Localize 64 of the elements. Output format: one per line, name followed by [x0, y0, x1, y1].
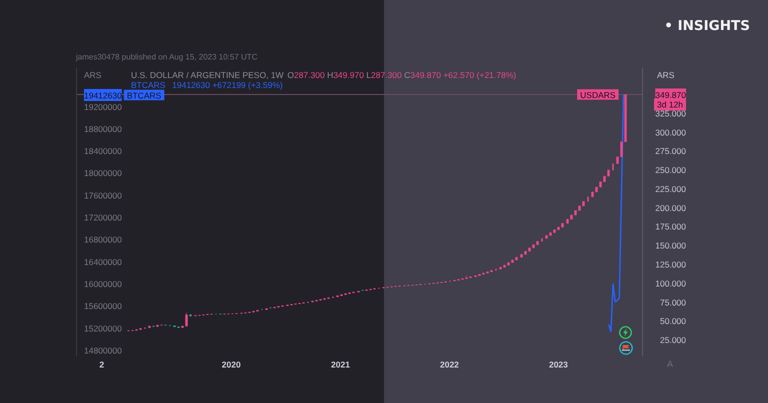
x-tick-label: 2020: [222, 360, 241, 370]
candlestick: [507, 262, 510, 266]
x-tick-label: 2: [99, 360, 104, 370]
candlestick: [189, 314, 192, 318]
candlestick: [148, 325, 151, 328]
y2-tick-label: 325.000: [655, 108, 686, 118]
y-tick-label: 18000000: [84, 168, 122, 178]
y-tick-label: 16400000: [84, 256, 122, 267]
candlestick: [549, 232, 552, 236]
y-tick-label: 17600000: [84, 190, 122, 200]
candlestick: [524, 250, 527, 255]
candlestick: [532, 244, 535, 248]
y2-tick-label: 125.000: [655, 260, 686, 270]
annotation: 19412630 +672199 (+3.59%): [172, 80, 283, 90]
candlestick: [520, 254, 523, 258]
y-tick-label: 14800000: [84, 345, 122, 356]
candlestick: [561, 223, 564, 228]
candlestick: [185, 312, 188, 326]
candlestick: [612, 163, 614, 170]
text: BTCARS: [131, 80, 166, 90]
y2-tick-label: 300.000: [655, 127, 686, 138]
y-tick-label: 18400000: [84, 146, 122, 156]
text: 3d 12h: [657, 100, 684, 110]
y-tick-label: 15600000: [84, 301, 122, 312]
candlestick: [503, 264, 506, 268]
candlestick: [587, 196, 589, 202]
candlestick: [536, 241, 539, 245]
y2-tick-label: 175.000: [655, 222, 686, 232]
y-tick-label: 19200000: [84, 102, 122, 112]
candlestick: [557, 226, 560, 230]
y2-tick-label: 50.000: [660, 316, 686, 326]
candlestick: [541, 238, 543, 242]
candlestick: [553, 230, 556, 233]
y-tick-label: 18800000: [84, 124, 122, 134]
y2-tick-label: 200.000: [655, 202, 686, 213]
y2-tick-label: 75.000: [660, 297, 686, 308]
candlestick: [545, 235, 548, 239]
y-axis-title: ARS: [84, 70, 102, 80]
candlestick: [566, 218, 569, 224]
y-tick-label: 17200000: [84, 212, 122, 223]
y2-tick-label: 349.870: [655, 90, 686, 100]
text: • INSIGHTS: [664, 18, 750, 34]
x-tick-label: 2023: [548, 360, 568, 370]
candlestick: [515, 257, 518, 260]
x-tick-label: 2021: [331, 360, 350, 370]
y2-tick-label: 225.000: [655, 184, 686, 194]
y2-axis-title: ARS: [657, 70, 675, 80]
y-tick-label: 15200000: [84, 323, 122, 334]
y-tick-label: 16800000: [84, 234, 122, 245]
y2-tick-label: 250.000: [655, 165, 686, 176]
x-tick-label: 2022: [440, 360, 460, 370]
series-label: USDARS: [580, 90, 616, 100]
annotation: O287.300 H349.970 L287.300 C349.870 +62.570 (+21.78%): [287, 70, 516, 80]
y-tick-label: 19412630: [84, 90, 122, 100]
legend-label: BTCARS: [126, 90, 162, 100]
y2-tick-label: 100.000: [655, 278, 686, 288]
text: james30478 published on Aug 15, 2023 10:57 UTC: [75, 52, 258, 62]
candlestick: [511, 260, 514, 263]
y2-tick-label: 150.000: [655, 240, 686, 251]
candlestick: [528, 248, 531, 252]
y2-tick-label: 25.000: [660, 335, 686, 346]
chart-title: U.S. DOLLAR / ARGENTINE PESO, 1W: [131, 70, 284, 80]
y2-tick-label: 275.000: [655, 146, 686, 156]
y-tick-label: 16000000: [84, 279, 122, 289]
